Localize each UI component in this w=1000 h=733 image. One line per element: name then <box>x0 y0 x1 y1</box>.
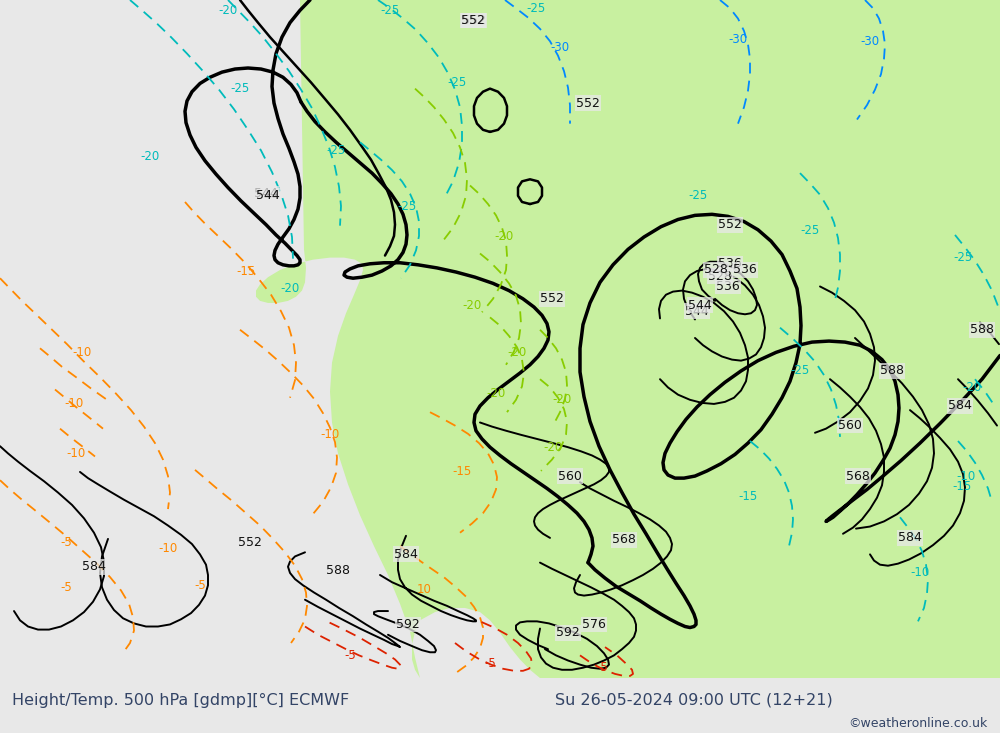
Text: Su 26-05-2024 09:00 UTC (12+21): Su 26-05-2024 09:00 UTC (12+21) <box>555 693 833 707</box>
Text: 584: 584 <box>82 560 106 573</box>
Text: -15: -15 <box>952 480 972 493</box>
Text: -25: -25 <box>326 144 346 157</box>
Text: 576: 576 <box>582 618 606 631</box>
Text: -30: -30 <box>550 41 570 54</box>
Text: 568: 568 <box>612 534 636 546</box>
Text: -5: -5 <box>194 579 206 592</box>
Text: -25: -25 <box>800 224 820 237</box>
Text: -10: -10 <box>158 542 178 555</box>
Text: -20: -20 <box>218 4 238 17</box>
Text: 552: 552 <box>576 97 600 109</box>
Text: -10: -10 <box>72 346 92 359</box>
Text: -30: -30 <box>728 33 748 45</box>
Text: 552: 552 <box>718 218 742 231</box>
Text: 544: 544 <box>685 305 709 317</box>
Text: 544: 544 <box>254 187 278 200</box>
Text: -25: -25 <box>790 364 810 377</box>
Text: -25: -25 <box>526 1 546 15</box>
Text: -10: -10 <box>64 397 84 410</box>
Text: 560: 560 <box>838 419 862 432</box>
Text: -25: -25 <box>230 82 250 95</box>
Text: -10: -10 <box>66 447 86 460</box>
Text: -20: -20 <box>140 150 160 163</box>
Text: -20: -20 <box>552 394 572 406</box>
Text: 10: 10 <box>417 583 431 596</box>
Text: -5: -5 <box>596 661 608 674</box>
Text: -15: -15 <box>738 490 758 503</box>
Text: 584: 584 <box>948 399 972 413</box>
Text: 588: 588 <box>970 323 994 336</box>
Text: -10: -10 <box>956 470 976 482</box>
Text: 584: 584 <box>898 531 922 545</box>
Polygon shape <box>256 0 1000 678</box>
Text: 568: 568 <box>846 470 870 482</box>
Text: -25: -25 <box>688 189 708 202</box>
Text: -5: -5 <box>60 536 72 548</box>
Text: -5: -5 <box>344 649 356 662</box>
Text: 544: 544 <box>256 189 280 202</box>
Text: -10: -10 <box>910 567 930 579</box>
Text: Height/Temp. 500 hPa [gdmp][°C] ECMWF: Height/Temp. 500 hPa [gdmp][°C] ECMWF <box>12 693 349 707</box>
Text: -20: -20 <box>494 230 514 243</box>
Text: -25: -25 <box>447 76 467 89</box>
Text: -20: -20 <box>486 387 506 400</box>
Text: -20: -20 <box>507 346 527 359</box>
Text: -25: -25 <box>397 199 417 213</box>
Text: -25: -25 <box>380 4 400 17</box>
Text: 528: 528 <box>704 263 728 276</box>
Text: 560: 560 <box>558 470 582 482</box>
Text: -5: -5 <box>484 657 496 670</box>
Text: 552: 552 <box>540 292 564 306</box>
Text: 588: 588 <box>326 564 350 578</box>
Text: 536: 536 <box>716 280 740 293</box>
Text: -25: -25 <box>953 251 973 264</box>
Text: -30: -30 <box>860 34 880 48</box>
Text: ©weatheronline.co.uk: ©weatheronline.co.uk <box>849 717 988 729</box>
Text: 588: 588 <box>880 364 904 377</box>
Text: -10: -10 <box>320 428 340 441</box>
Text: 536: 536 <box>733 263 757 276</box>
Text: 544: 544 <box>688 298 712 312</box>
Text: -20: -20 <box>962 381 982 394</box>
Text: 528: 528 <box>708 270 732 283</box>
Text: -15: -15 <box>452 465 472 479</box>
Text: -20: -20 <box>543 441 563 454</box>
Text: 552: 552 <box>462 14 486 27</box>
Text: 552: 552 <box>461 14 485 27</box>
Text: -20: -20 <box>280 282 300 295</box>
Text: -20: -20 <box>462 298 482 312</box>
Text: -15: -15 <box>236 265 256 278</box>
Text: 592: 592 <box>396 618 420 631</box>
Text: -5: -5 <box>60 581 72 594</box>
Text: 584: 584 <box>394 548 418 561</box>
Text: 552: 552 <box>238 536 262 548</box>
Text: 592: 592 <box>556 626 580 639</box>
Text: 536: 536 <box>718 257 742 270</box>
